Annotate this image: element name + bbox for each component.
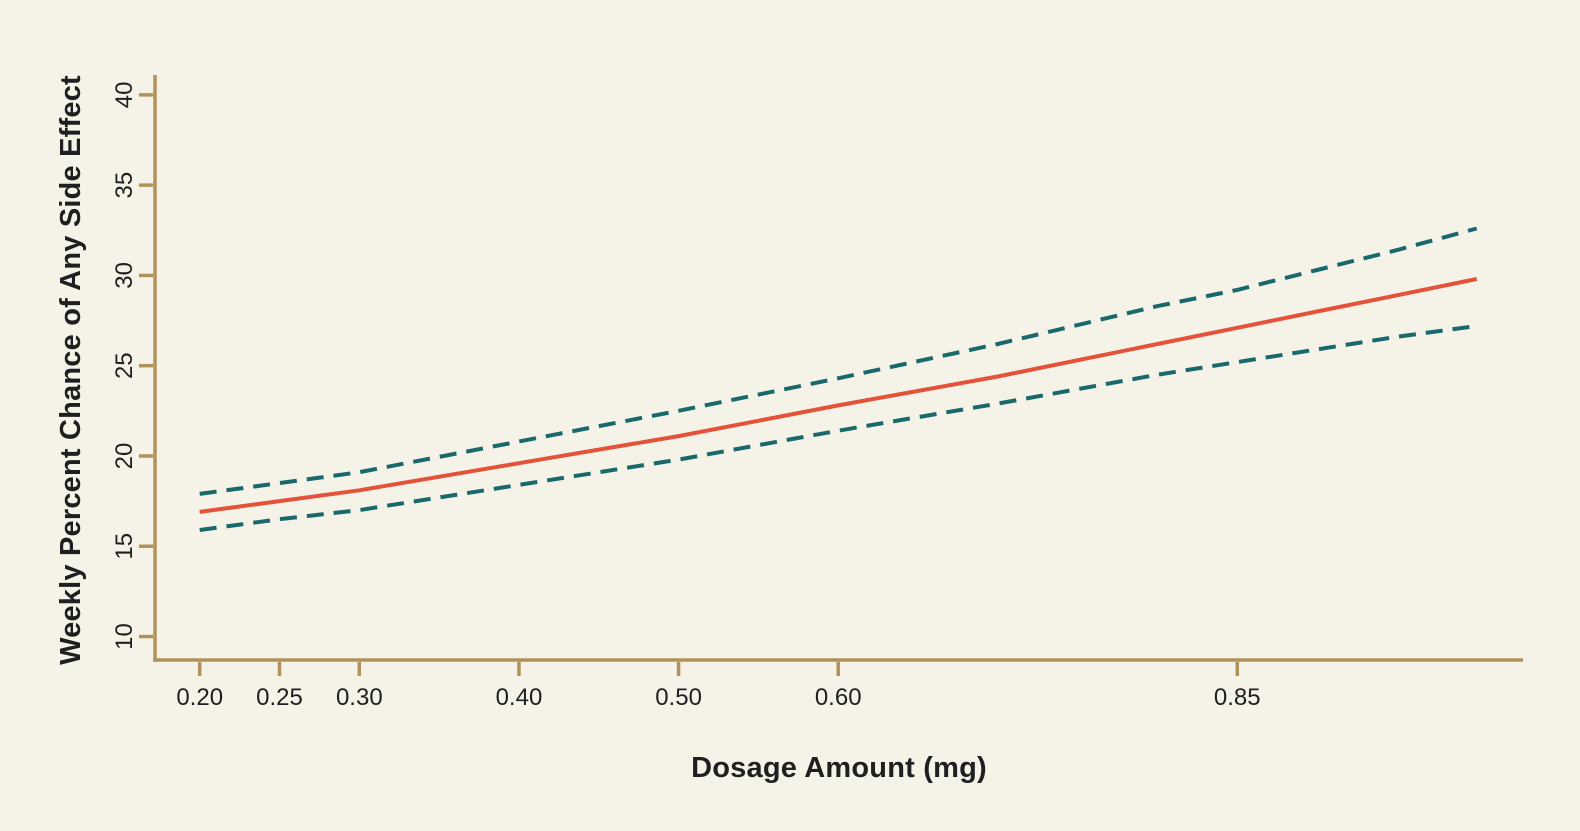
y-tick-label: 40 <box>111 82 138 109</box>
x-tick-label: 0.20 <box>176 684 223 711</box>
lower-confidence-bound-line <box>199 324 1477 532</box>
x-tick-label: 0.30 <box>336 684 383 711</box>
y-tick-label: 10 <box>111 623 138 650</box>
x-axis-title: Dosage Amount (mg) <box>691 752 987 784</box>
y-tick-label: 20 <box>111 443 138 470</box>
estimate-line <box>199 277 1478 514</box>
upper-confidence-bound-line <box>199 226 1478 496</box>
x-axis-ticks: 0.20 0.25 0.30 0.40 0.50 0.60 0.85 <box>176 662 1261 711</box>
axes <box>153 75 1523 662</box>
y-axis-ticks: 10 15 20 25 30 35 40 <box>111 82 153 650</box>
x-tick-label: 0.40 <box>496 684 543 711</box>
x-tick-label: 0.50 <box>655 684 702 711</box>
series-lines <box>199 226 1478 532</box>
x-tick-label: 0.85 <box>1214 684 1261 711</box>
x-tick-label: 0.25 <box>256 684 303 711</box>
y-tick-label: 35 <box>111 172 138 199</box>
y-axis-title: Weekly Percent Chance of Any Side Effect <box>55 75 87 665</box>
y-tick-label: 30 <box>111 262 138 289</box>
y-tick-label: 25 <box>111 352 138 379</box>
y-tick-label: 15 <box>111 533 138 560</box>
x-tick-label: 0.60 <box>815 684 862 711</box>
